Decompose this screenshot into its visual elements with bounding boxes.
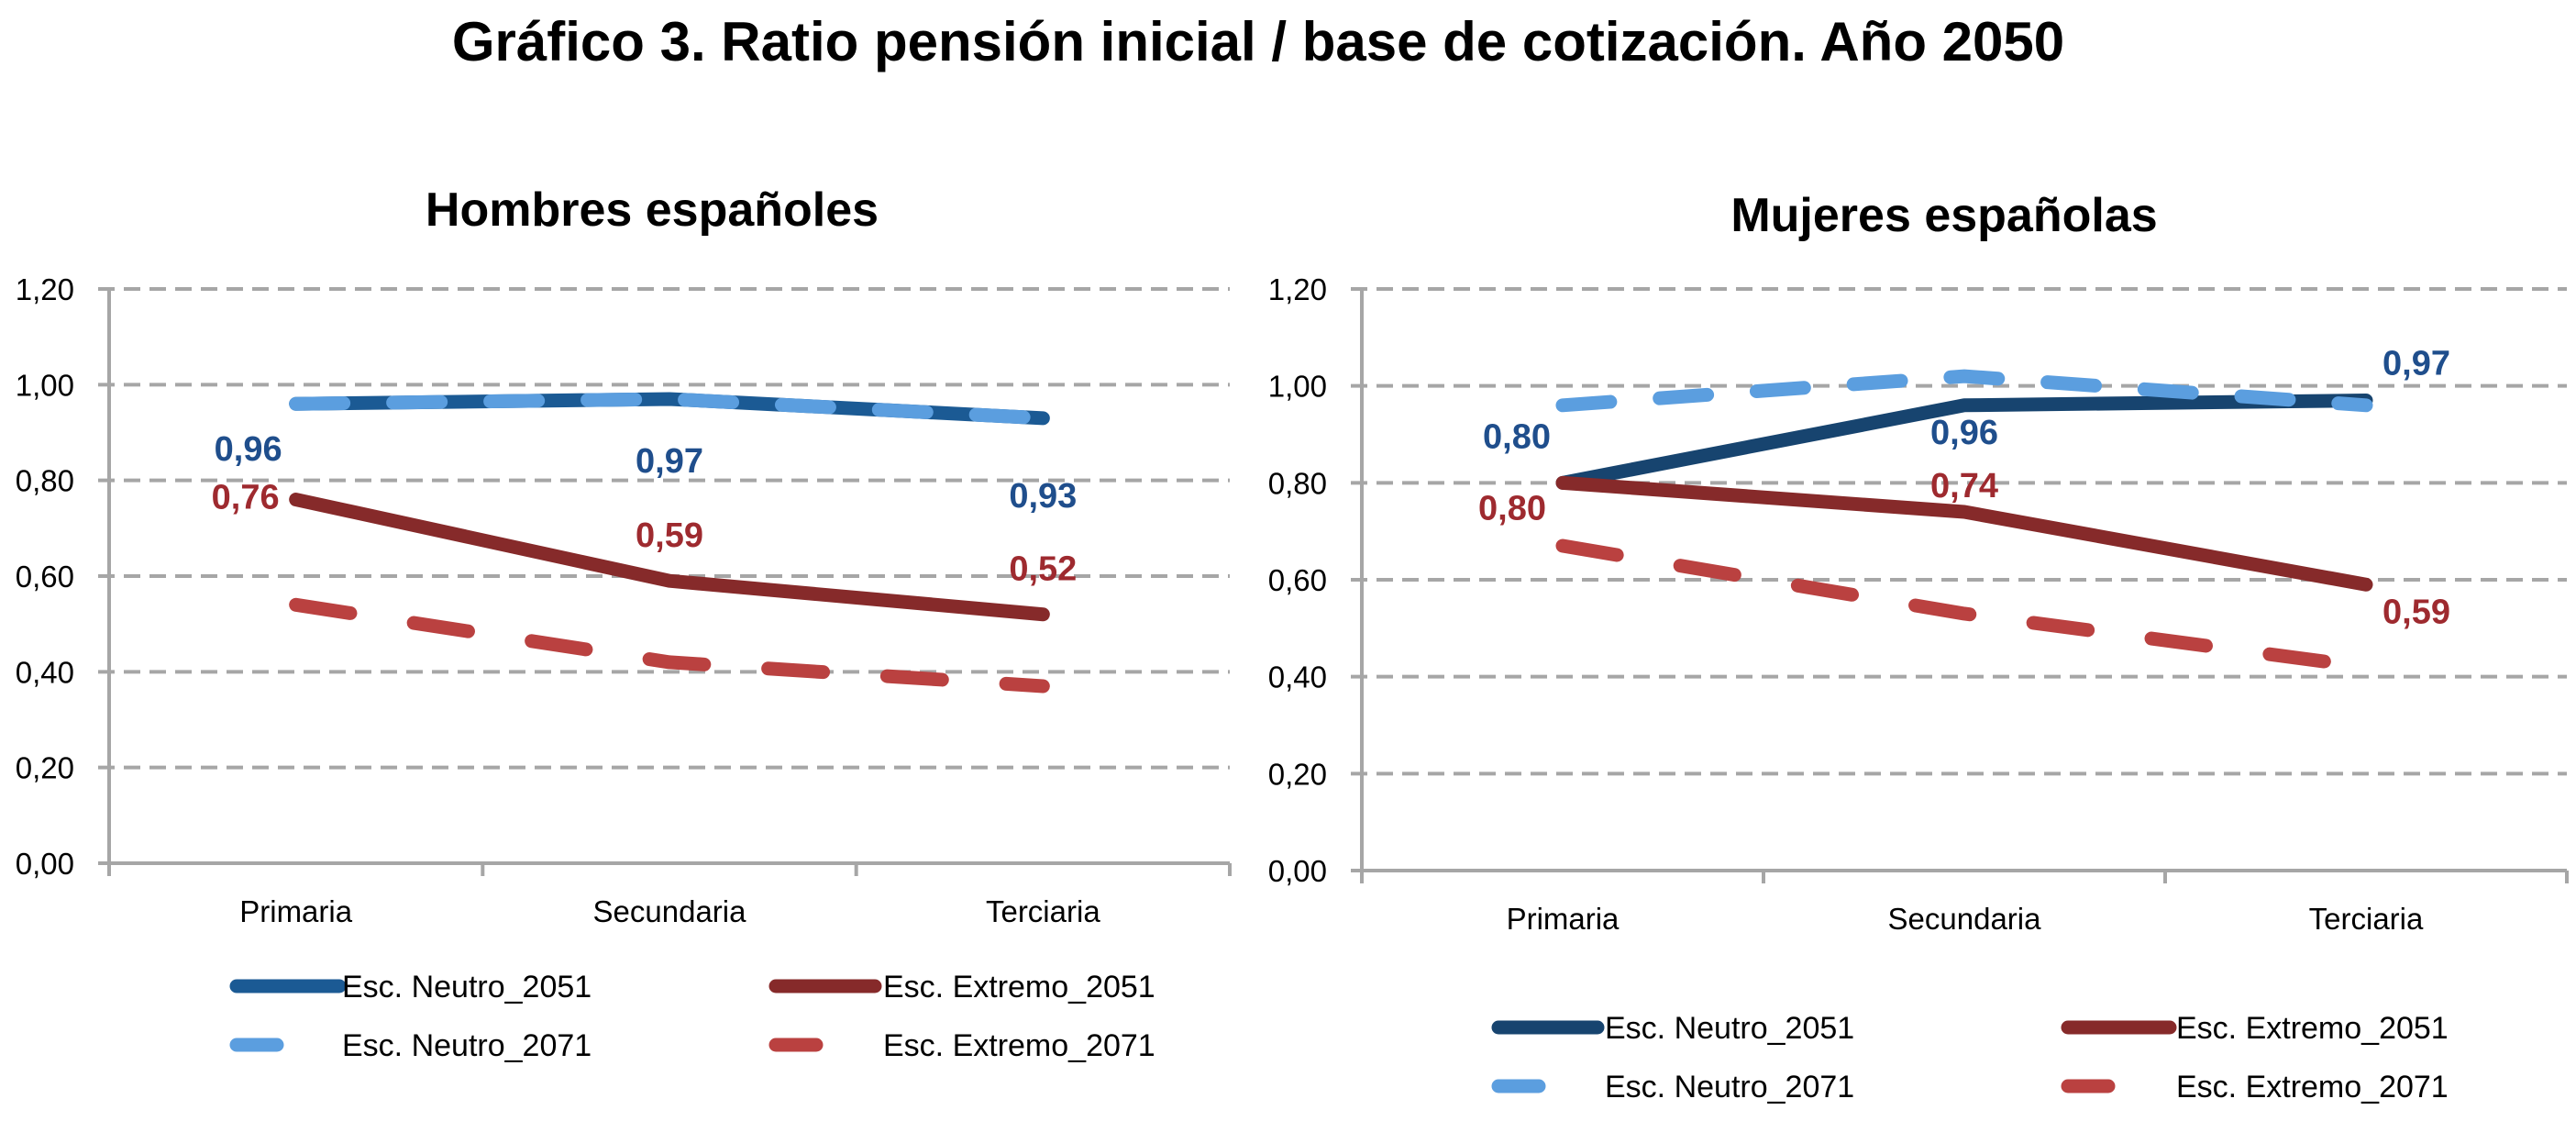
data-point	[2364, 404, 2368, 407]
data-point	[1962, 404, 1966, 407]
data-point	[668, 660, 671, 664]
data-point	[1962, 510, 1966, 514]
data-label: 0,52	[1009, 550, 1077, 589]
data-label: 0,74	[1930, 467, 1998, 505]
y-tick-label: 0,20	[1268, 757, 1327, 791]
y-tick-label: 0,60	[1268, 563, 1327, 597]
data-label: 0,97	[636, 442, 703, 481]
x-tick-label: Primaria	[1507, 902, 1620, 936]
legend-item: Esc. Neutro_2051	[1491, 1011, 1854, 1046]
x-tick-label: Terciaria	[2309, 902, 2424, 936]
y-tick-label: 0,80	[1268, 466, 1327, 500]
y-tick-label: 0,80	[16, 464, 74, 498]
data-point	[294, 603, 298, 606]
y-tick-label: 0,00	[1268, 854, 1327, 888]
series-line-esc-neutro-2071	[289, 392, 1050, 426]
data-point	[668, 579, 671, 583]
x-tick-label: Terciaria	[986, 894, 1100, 928]
data-point	[1041, 684, 1045, 688]
series-line-esc-extremo-2071	[1555, 538, 2373, 674]
data-point	[2364, 665, 2368, 669]
legend-item: Esc. Neutro_2051	[229, 970, 591, 1004]
y-tick-label: 1,00	[16, 368, 74, 402]
y-tick-label: 1,00	[1268, 370, 1327, 404]
chart-panel-hombres: Hombres españoles 0,00 0,20 0,40 0,60 0,80 1,0…	[16, 183, 1232, 1063]
data-point	[1561, 544, 1564, 548]
data-label: 0,97	[2383, 345, 2450, 383]
legend-item: Esc. Extremo_2051	[768, 970, 1155, 1004]
y-tick-label: 0,60	[16, 560, 74, 594]
data-label: 0,80	[1478, 489, 1546, 527]
legend-label: Esc. Extremo_2071	[2176, 1070, 2449, 1104]
data-label: 0,59	[636, 516, 703, 555]
legend-label: Esc. Neutro_2051	[342, 970, 591, 1004]
x-tick-label: Primaria	[239, 894, 352, 928]
data-label: 0,59	[2383, 593, 2450, 631]
data-point	[1561, 404, 1564, 407]
x-tick-label: Secundaria	[593, 894, 747, 928]
series-line-esc-extremo-2071	[289, 597, 1050, 694]
legend-item: Esc. Neutro_2071	[1491, 1070, 1854, 1104]
series-line-esc-extremo-2051	[289, 493, 1050, 622]
data-point	[1561, 481, 1564, 484]
y-tick-label: 0,20	[16, 751, 74, 785]
data-point	[1041, 613, 1045, 616]
data-point	[294, 498, 298, 502]
y-tick-label: 0,40	[1268, 660, 1327, 694]
data-label: 0,96	[215, 430, 282, 469]
legend-label: Esc. Neutro_2051	[1605, 1011, 1854, 1046]
data-point	[1041, 416, 1045, 420]
data-label: 0,76	[212, 479, 280, 517]
legend-item: Esc. Neutro_2071	[229, 1028, 591, 1063]
legend-item: Esc. Extremo_2071	[768, 1028, 1155, 1063]
chart-title: Mujeres españolas	[1730, 189, 2157, 242]
data-label: 0,93	[1009, 477, 1077, 516]
data-point	[1962, 612, 1966, 616]
legend-label: Esc. Neutro_2071	[342, 1028, 591, 1063]
data-point	[1962, 374, 1966, 378]
data-point	[2364, 583, 2368, 586]
legend-label: Esc. Extremo_2051	[883, 970, 1155, 1004]
legend-label: Esc. Extremo_2071	[883, 1028, 1155, 1063]
data-point	[294, 402, 298, 405]
y-tick-label: 0,00	[16, 847, 74, 881]
y-tick-label: 0,40	[16, 655, 74, 689]
legend-item: Esc. Extremo_2051	[2061, 1011, 2449, 1046]
data-label: 0,96	[1930, 414, 1998, 452]
legend-label: Esc. Extremo_2051	[2176, 1011, 2449, 1046]
legend-label: Esc. Neutro_2071	[1605, 1070, 1854, 1104]
y-tick-label: 1,20	[16, 272, 74, 306]
main-title: Gráfico 3. Ratio pensión inicial / base …	[452, 11, 2064, 72]
y-tick-label: 1,20	[1268, 272, 1327, 306]
series-line-esc-neutro-2071	[1555, 369, 2373, 413]
data-point	[668, 397, 671, 401]
chart-title: Hombres españoles	[426, 183, 879, 237]
series-line-esc-extremo-2051	[1555, 475, 2373, 592]
legend-item: Esc. Extremo_2071	[2061, 1070, 2449, 1104]
series-line-esc-neutro-2051	[1555, 394, 2373, 490]
data-label: 0,80	[1483, 417, 1551, 456]
x-tick-label: Secundaria	[1888, 902, 2042, 936]
chart-panel-mujeres: Mujeres españolas 0,00 0,20 0,40 0,60 0,80 1,0…	[1268, 189, 2569, 1104]
